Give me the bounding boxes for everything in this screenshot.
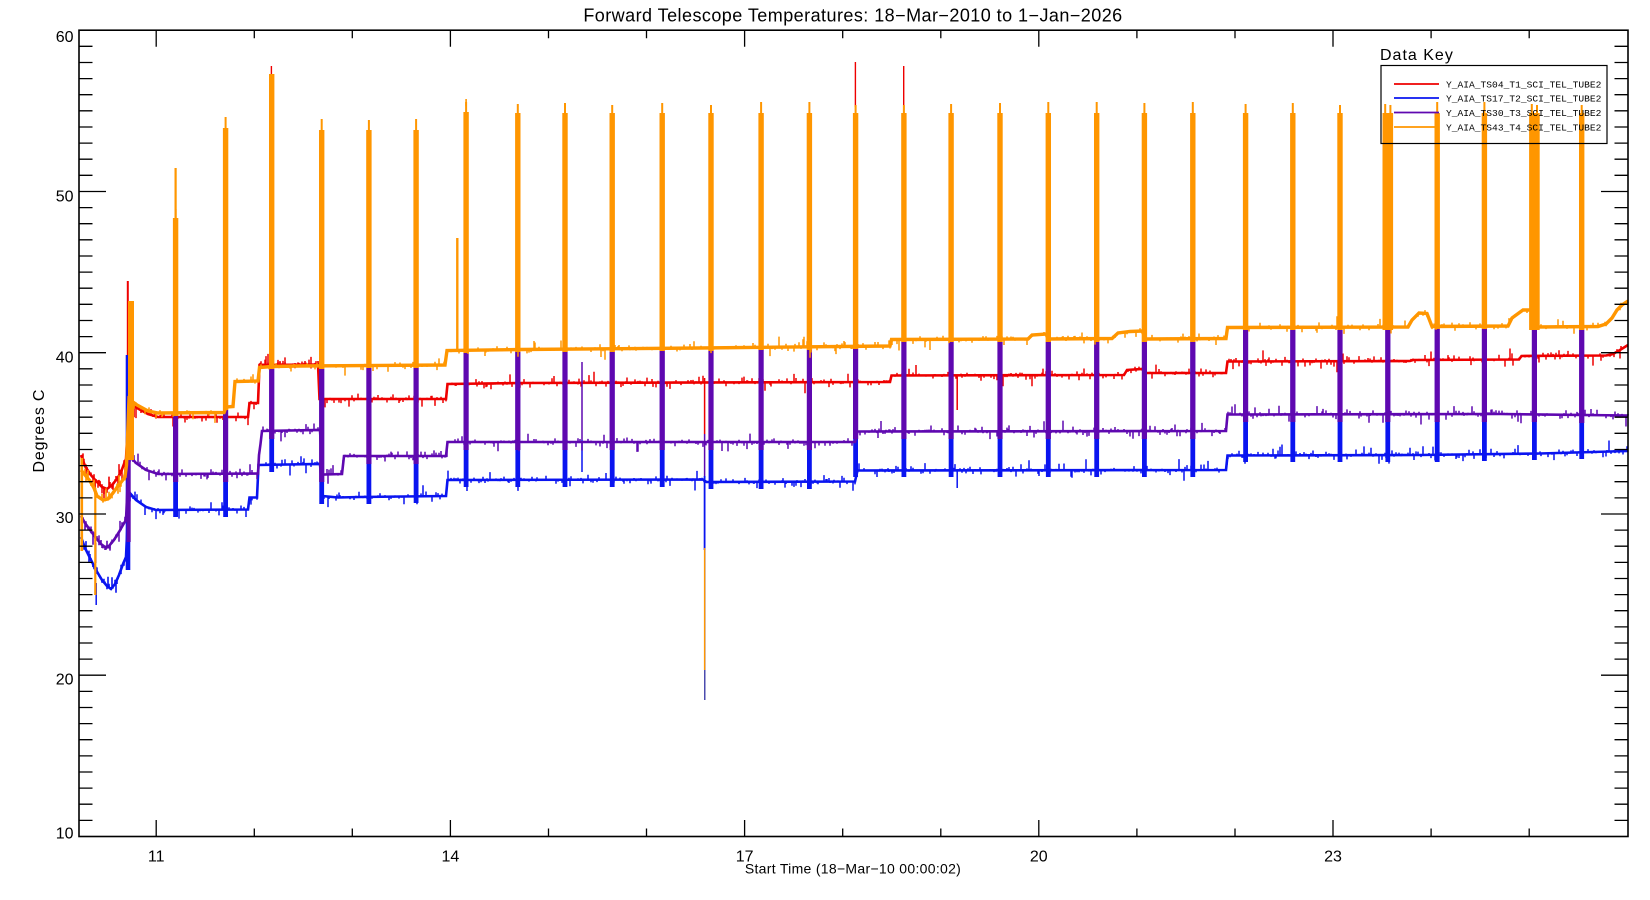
svg-text:Degrees C: Degrees C	[31, 389, 48, 473]
svg-text:40: 40	[56, 350, 74, 367]
svg-text:14: 14	[442, 849, 460, 866]
svg-text:17: 17	[736, 849, 754, 866]
svg-text:Start Time (18−Mar−10 00:00:02: Start Time (18−Mar−10 00:00:02)	[745, 861, 961, 877]
svg-text:Y_AIA_TS43_T4_SCI_TEL_TUBE2: Y_AIA_TS43_T4_SCI_TEL_TUBE2	[1446, 123, 1602, 134]
svg-text:20: 20	[56, 672, 74, 689]
svg-text:Forward Telescope Temperatures: Forward Telescope Temperatures: 18−Mar−2…	[583, 6, 1122, 26]
svg-text:11: 11	[148, 849, 165, 866]
svg-text:Y_AIA_TS30_T3_SCI_TEL_TUBE2: Y_AIA_TS30_T3_SCI_TEL_TUBE2	[1446, 108, 1602, 119]
svg-text:20: 20	[1030, 849, 1048, 866]
svg-text:30: 30	[56, 510, 74, 527]
svg-text:23: 23	[1324, 849, 1342, 866]
svg-text:Y_AIA_TS17_T2_SCI_TEL_TUBE2: Y_AIA_TS17_T2_SCI_TEL_TUBE2	[1446, 94, 1602, 105]
svg-text:Data Key: Data Key	[1380, 47, 1454, 64]
svg-text:Y_AIA_TS04_T1_SCI_TEL_TUBE2: Y_AIA_TS04_T1_SCI_TEL_TUBE2	[1446, 80, 1602, 91]
svg-text:60: 60	[56, 29, 74, 46]
svg-text:10: 10	[56, 826, 74, 843]
svg-text:50: 50	[56, 189, 74, 206]
